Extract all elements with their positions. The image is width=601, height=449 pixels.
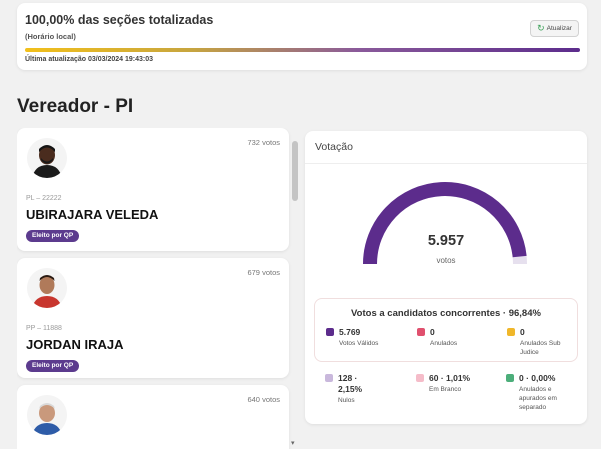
stat-label: Nulos xyxy=(338,397,355,404)
page-title: Vereador - PI xyxy=(17,96,134,117)
legend-swatch xyxy=(326,328,334,336)
scrollbar-thumb[interactable] xyxy=(292,141,298,201)
total-votes-value: 5.957 xyxy=(427,233,465,249)
stat-label: Anulados xyxy=(430,340,458,347)
stat-value: 0 xyxy=(430,327,435,337)
refresh-button[interactable]: ↻ Atualizar xyxy=(530,20,579,37)
candidate-name: JORDAN IRAJA xyxy=(26,337,124,352)
scroll-down-icon[interactable]: ▾ xyxy=(291,440,295,447)
stat-label: Anulados Sub Judice xyxy=(520,340,561,356)
stat-value: 128 · 2,15% xyxy=(338,373,363,394)
stat-label: Anulados e apurados em separado xyxy=(519,386,557,411)
gauge-fill-arc xyxy=(363,182,527,265)
refresh-icon: ↻ xyxy=(537,23,545,33)
votes-breakdown-box: Votos a candidatos concorrentes · 96,84%… xyxy=(314,298,578,362)
votes-gauge xyxy=(363,182,527,265)
stat-label: Em Branco xyxy=(429,386,462,393)
voting-header: Votação xyxy=(305,131,587,164)
voting-summary-card: Votação 5.957 votos Votos a candidatos c… xyxy=(305,131,587,424)
legend-swatch xyxy=(417,328,425,336)
legend-swatch xyxy=(506,374,514,382)
candidate-list: 732 votos PL – 22222 UBIRAJARA VELEDA El… xyxy=(17,128,299,449)
stat-label: Votos Válidos xyxy=(339,340,379,347)
totalization-progress-bar xyxy=(25,48,580,52)
stat-value: 0 xyxy=(520,327,525,337)
refresh-label: Atualizar xyxy=(546,25,572,32)
candidate-party-number: PP – 11888 xyxy=(26,325,62,332)
breakdown-title: Votos a candidatos concorrentes · 96,84% xyxy=(351,308,541,319)
legend-swatch xyxy=(325,374,333,382)
candidate-card[interactable]: 732 votos PL – 22222 UBIRAJARA VELEDA El… xyxy=(17,128,289,251)
candidate-party-number: PL – 22222 xyxy=(26,195,62,202)
candidate-votes: 679 votos xyxy=(247,268,280,277)
local-time-note: (Horário local) xyxy=(25,32,76,41)
voting-title: Votação xyxy=(315,141,353,153)
candidate-photo xyxy=(27,395,67,435)
candidate-votes: 640 votos xyxy=(247,395,280,404)
candidate-list-scrollbar[interactable]: ▾ xyxy=(290,136,299,449)
elected-badge: Eleito por QP xyxy=(26,360,80,372)
stat-value: 60 · 1,01% xyxy=(429,373,471,383)
totalization-status-card: 100,00% das seções totalizadas (Horário … xyxy=(17,3,587,70)
candidate-name: UBIRAJARA VELEDA xyxy=(26,207,159,222)
last-update-text: Última atualização 03/03/2024 19:43:03 xyxy=(25,56,154,63)
stat-value: 0 · 0,00% xyxy=(519,373,556,383)
candidate-votes: 732 votos xyxy=(247,138,280,147)
total-votes-unit: votos xyxy=(436,256,456,265)
candidate-photo xyxy=(27,268,67,308)
stat-value: 5.769 xyxy=(339,327,361,337)
legend-swatch xyxy=(416,374,424,382)
progress-fill xyxy=(25,48,580,52)
elected-badge: Eleito por QP xyxy=(26,230,80,242)
legend-swatch xyxy=(507,328,515,336)
candidate-card[interactable]: 640 votos xyxy=(17,385,289,449)
totalization-title: 100,00% das seções totalizadas xyxy=(25,13,214,27)
candidate-photo xyxy=(27,138,67,178)
candidate-card[interactable]: 679 votos PP – 11888 JORDAN IRAJA Eleito… xyxy=(17,258,289,378)
